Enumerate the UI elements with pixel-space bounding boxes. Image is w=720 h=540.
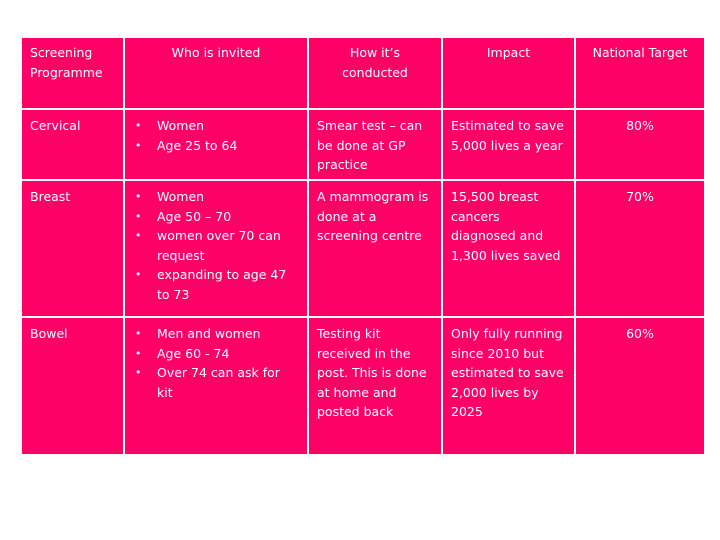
row-cervical-target: 80% <box>576 110 704 179</box>
header-screening-programme: Screening Programme <box>22 38 123 108</box>
invited-list: Men and women Age 60 - 74 Over 74 can as… <box>133 324 299 402</box>
list-item: Age 60 - 74 <box>133 344 299 364</box>
list-item: Age 25 to 64 <box>133 136 299 156</box>
list-item: women over 70 can request <box>133 226 299 265</box>
row-breast-programme: Breast <box>22 181 123 316</box>
list-item: expanding to age 47 to 73 <box>133 265 299 304</box>
invited-list: Women Age 50 – 70 women over 70 can requ… <box>133 187 299 304</box>
header-who-is-invited: Who is invited <box>125 38 307 108</box>
row-bowel-conducted: Testing kit received in the post. This i… <box>309 318 441 454</box>
row-cervical-conducted: Smear test – can be done at GP practice <box>309 110 441 179</box>
row-cervical-impact: Estimated to save 5,000 lives a year <box>443 110 574 179</box>
list-item: Men and women <box>133 324 299 344</box>
invited-list: Women Age 25 to 64 <box>133 116 299 155</box>
header-how-conducted: How it’s conducted <box>309 38 441 108</box>
row-breast-conducted: A mammogram is done at a screening centr… <box>309 181 441 316</box>
row-breast-invited: Women Age 50 – 70 women over 70 can requ… <box>125 181 307 316</box>
list-item: Age 50 – 70 <box>133 207 299 227</box>
row-cervical-invited: Women Age 25 to 64 <box>125 110 307 179</box>
row-breast-target: 70% <box>576 181 704 316</box>
row-bowel-impact: Only fully running since 2010 but estima… <box>443 318 574 454</box>
list-item: Women <box>133 116 299 136</box>
screening-table: Screening Programme Who is invited How i… <box>22 38 704 454</box>
row-breast-impact: 15,500 breast cancers diagnosed and 1,30… <box>443 181 574 316</box>
row-bowel-invited: Men and women Age 60 - 74 Over 74 can as… <box>125 318 307 454</box>
row-bowel-target: 60% <box>576 318 704 454</box>
list-item: Over 74 can ask for kit <box>133 363 299 402</box>
row-bowel-programme: Bowel <box>22 318 123 454</box>
list-item: Women <box>133 187 299 207</box>
row-cervical-programme: Cervical <box>22 110 123 179</box>
header-impact: Impact <box>443 38 574 108</box>
header-national-target: National Target <box>576 38 704 108</box>
